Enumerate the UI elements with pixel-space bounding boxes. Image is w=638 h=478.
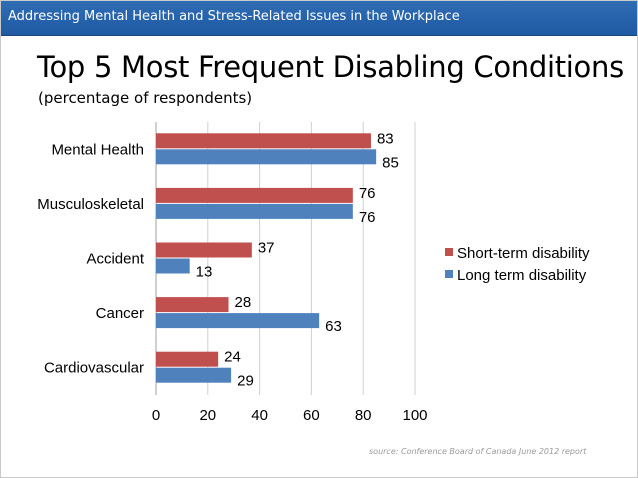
bar [156,258,190,274]
data-label: 24 [224,349,241,366]
legend-label: Short-term disability [457,245,590,262]
data-label: 29 [237,373,254,390]
category-label: Mental Health [51,141,144,158]
category-label: Cardiovascular [44,360,144,377]
bar [156,187,353,203]
slide-title: Top 5 Most Frequent Disabling Conditions [37,50,624,84]
bar [156,367,232,383]
x-tick-label: 40 [251,407,268,424]
x-tick-label: 80 [355,407,372,424]
data-label: 63 [325,318,342,335]
bar [156,313,320,329]
data-label: 37 [258,240,275,257]
legend-swatch [445,248,453,256]
data-label: 83 [377,130,394,147]
x-tick-label: 20 [199,407,216,424]
bar [156,203,353,219]
slide-subtitle: (percentage of respondents) [38,89,253,107]
legend-label: Long term disability [457,267,587,284]
category-label: Musculoskeletal [37,196,144,213]
data-label: 13 [196,264,213,281]
data-label: 76 [359,185,376,202]
slide-header-text: Addressing Mental Health and Stress-Rela… [8,9,460,24]
bar [156,149,377,165]
bar [156,242,252,258]
bar [156,297,229,313]
bar [156,351,219,367]
x-tick-label: 60 [303,407,320,424]
data-label: 85 [382,154,399,171]
data-label: 28 [235,294,252,311]
source-note: source: Conference Board of Canada June … [369,447,587,456]
data-label: 76 [359,209,376,226]
category-label: Accident [86,251,144,268]
x-tick-label: 100 [402,407,427,424]
bar [156,133,371,149]
slide-header-bar: Addressing Mental Health and Stress-Rela… [0,0,638,36]
x-tick-label: 0 [152,407,160,424]
category-label: Cancer [96,305,144,322]
legend-swatch [445,270,453,278]
